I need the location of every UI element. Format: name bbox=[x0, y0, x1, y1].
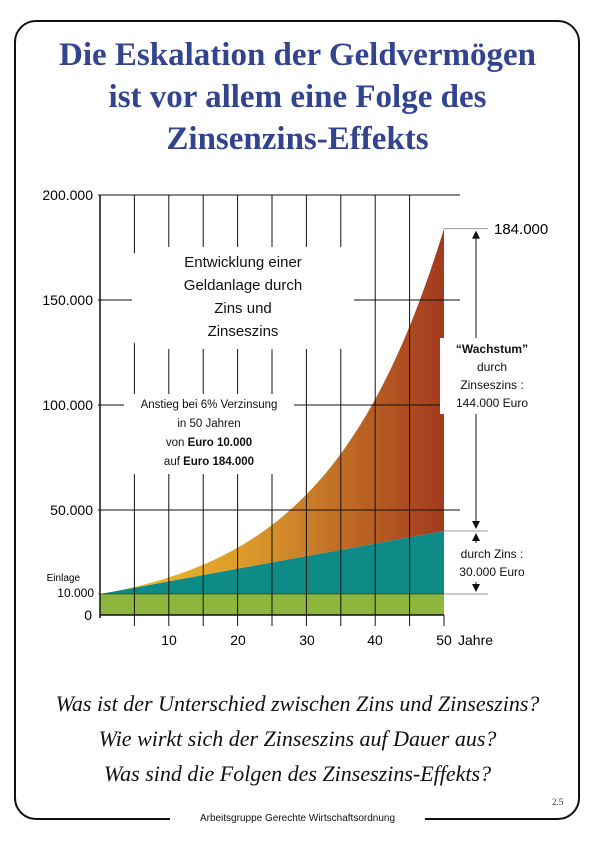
y-tick-label-100000: 100.000 bbox=[42, 397, 93, 413]
zins-line-1: durch Zins : bbox=[460, 547, 524, 561]
wachstum-line-1: durch bbox=[476, 360, 508, 374]
chart-description-box: Entwicklung einer Geldanlage durch Zins … bbox=[132, 247, 354, 349]
wachstum-title: “Wachstum” bbox=[455, 342, 529, 356]
box-line-3: Zins und bbox=[214, 300, 272, 317]
von-value: Euro 10.000 bbox=[187, 437, 253, 449]
zins-annotation: durch Zins : 30.000 Euro bbox=[450, 545, 534, 581]
page-title: Die Eskalation der Geldvermögen ist vor … bbox=[20, 34, 575, 160]
zins-arrow-head-down bbox=[472, 584, 480, 592]
wachstum-arrow-head-down bbox=[472, 521, 480, 529]
auf-prefix: auf bbox=[163, 456, 184, 468]
wachstum-line-3: 144.000 Euro bbox=[455, 396, 529, 410]
page-frame bbox=[14, 20, 580, 820]
zins-arrow-head-up bbox=[472, 533, 480, 541]
title-line-3: Zinsenzins-Effekts bbox=[166, 121, 429, 157]
x-tick-label-10: 10 bbox=[161, 632, 177, 648]
y-tick-label-einlage: Einlage bbox=[47, 573, 81, 584]
discussion-questions: Was ist der Unterschied zwischen Zins un… bbox=[20, 686, 575, 791]
auf-value: Euro 184.000 bbox=[183, 456, 255, 468]
x-tick-label-40: 40 bbox=[367, 632, 383, 648]
y-tick-label-10000: 10.000 bbox=[57, 586, 94, 600]
y-tick-label-150000: 150.000 bbox=[42, 292, 93, 308]
anstieg-line-2: in 50 Jahren bbox=[177, 418, 241, 430]
area-zinseszins bbox=[100, 228, 444, 594]
x-axis-unit: Jahre bbox=[458, 632, 493, 648]
page-number: 2.5 bbox=[552, 797, 564, 807]
x-tick-label-20: 20 bbox=[230, 632, 246, 648]
x-tick-label-50: 50 bbox=[436, 632, 452, 648]
chart-axes bbox=[99, 195, 445, 626]
y-tick-label-50000: 50.000 bbox=[50, 502, 93, 518]
anstieg-auf: auf Euro 184.000 bbox=[124, 453, 294, 472]
anstieg-von: von Euro 10.000 bbox=[124, 434, 294, 453]
zins-line-2: 30.000 Euro bbox=[459, 565, 525, 579]
wachstum-arrow-head-up bbox=[472, 230, 480, 239]
wachstum-annotation: “Wachstum” durch Zinseszins : 144.000 Eu… bbox=[440, 338, 544, 414]
footer-credit: Arbeitsgruppe Gerechte Wirtschaftsordnun… bbox=[170, 812, 425, 826]
end-value-label: 184.000 bbox=[494, 221, 548, 238]
wachstum-line-2: Zinseszins : bbox=[460, 378, 524, 392]
growth-annotation: Anstieg bei 6% Verzinsung in 50 Jahren v… bbox=[124, 394, 294, 474]
question-1: Was ist der Unterschied zwischen Zins un… bbox=[55, 691, 540, 716]
title-line-2: ist vor allem eine Folge des bbox=[108, 79, 487, 115]
y-tick-label-0: 0 bbox=[84, 607, 92, 623]
box-line-1: Entwicklung einer bbox=[184, 254, 302, 271]
x-tick-label-30: 30 bbox=[299, 632, 315, 648]
anstieg-line-1: Anstieg bei 6% Verzinsung bbox=[140, 399, 278, 411]
question-2: Wie wirkt sich der Zinseszins auf Dauer … bbox=[98, 726, 497, 751]
box-line-4: Zinseszins bbox=[207, 323, 279, 340]
box-line-2: Geldanlage durch bbox=[183, 277, 303, 294]
title-line-1: Die Eskalation der Geldvermögen bbox=[59, 37, 536, 73]
question-3: Was sind die Folgen des Zinseszins-Effek… bbox=[103, 761, 492, 786]
y-tick-label-200000: 200.000 bbox=[42, 187, 93, 203]
chart-tick-labels: 0 10.000 Einlage 50.000 100.000 150.000 … bbox=[42, 187, 493, 648]
von-prefix: von bbox=[165, 437, 188, 449]
